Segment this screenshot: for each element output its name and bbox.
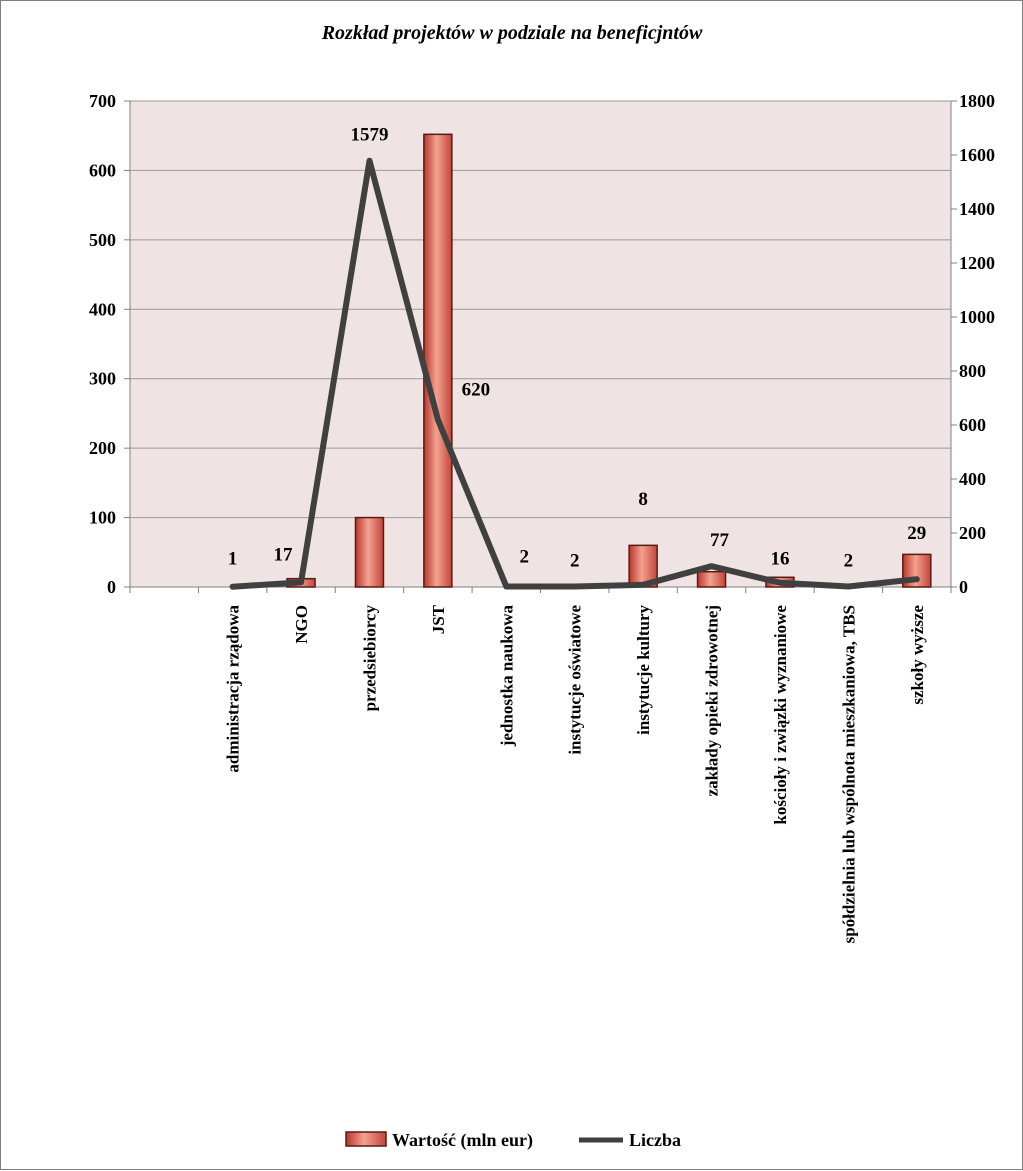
bar <box>423 133 453 588</box>
left-tick-label: 400 <box>89 299 116 319</box>
left-tick-label: 600 <box>89 160 116 180</box>
bar <box>354 516 385 588</box>
category-label: NGO <box>292 605 311 644</box>
data-label: 29 <box>907 523 926 544</box>
right-tick-label: 200 <box>959 523 986 543</box>
right-tick-label: 600 <box>959 415 986 435</box>
right-tick-label: 400 <box>959 469 986 489</box>
category-label: JST <box>429 604 448 634</box>
left-tick-label: 0 <box>107 577 116 597</box>
category-label: spółdzielnia lub wspólnota mieszkaniowa,… <box>839 605 858 943</box>
line-liczba <box>229 157 920 590</box>
data-label: 77 <box>710 530 730 551</box>
data-label: 2 <box>520 546 530 567</box>
category-label: instytucje oświatowe <box>566 605 585 755</box>
category-label: instytucje kultury <box>634 605 653 735</box>
legend: Wartość (mln eur) Liczba <box>345 1130 681 1151</box>
data-label: 1 <box>228 549 238 570</box>
left-tick-label: 200 <box>89 438 116 458</box>
right-tick-label: 800 <box>959 361 986 381</box>
data-label: 2 <box>570 550 580 571</box>
chart-title: Rozkład projektów w podziale na beneficj… <box>321 22 703 44</box>
data-label: 2 <box>844 550 854 571</box>
left-tick-label: 700 <box>89 91 116 111</box>
legend-label-wartosc: Wartość (mln eur) <box>392 1130 533 1151</box>
legend-label-liczba: Liczba <box>629 1130 681 1150</box>
right-tick-label: 0 <box>959 577 968 597</box>
category-label: zakłady opieki zdrowotnej <box>703 605 722 796</box>
plot-area: 0 100 200 300 400 500 600 700 0 200 400 600 800 1000 1… <box>89 91 995 943</box>
right-tick-label: 1400 <box>959 199 995 219</box>
right-tick-label: 1200 <box>959 253 995 273</box>
category-label: kościoły i związki wyznaniowe <box>771 605 790 825</box>
legend-swatch-wartosc <box>345 1131 387 1147</box>
category-label: jednostka naukowa <box>497 605 516 748</box>
category-label: szkoły wyższe <box>908 605 927 705</box>
bar <box>696 570 727 588</box>
plot-background <box>130 101 951 587</box>
left-tick-label: 300 <box>89 369 116 389</box>
data-label: 8 <box>638 489 648 510</box>
data-label: 1579 <box>350 125 388 146</box>
category-label: przedsiebiorcy <box>360 605 379 712</box>
data-label: 16 <box>770 549 789 570</box>
data-label: 17 <box>274 544 294 565</box>
category-label: administracja rządowa <box>224 605 243 773</box>
right-tick-label: 1600 <box>959 145 995 165</box>
right-tick-label: 1000 <box>959 307 995 327</box>
data-label: 620 <box>462 380 491 401</box>
left-tick-label: 500 <box>89 230 116 250</box>
left-tick-label: 100 <box>89 508 116 528</box>
right-tick-label: 1800 <box>959 91 995 111</box>
